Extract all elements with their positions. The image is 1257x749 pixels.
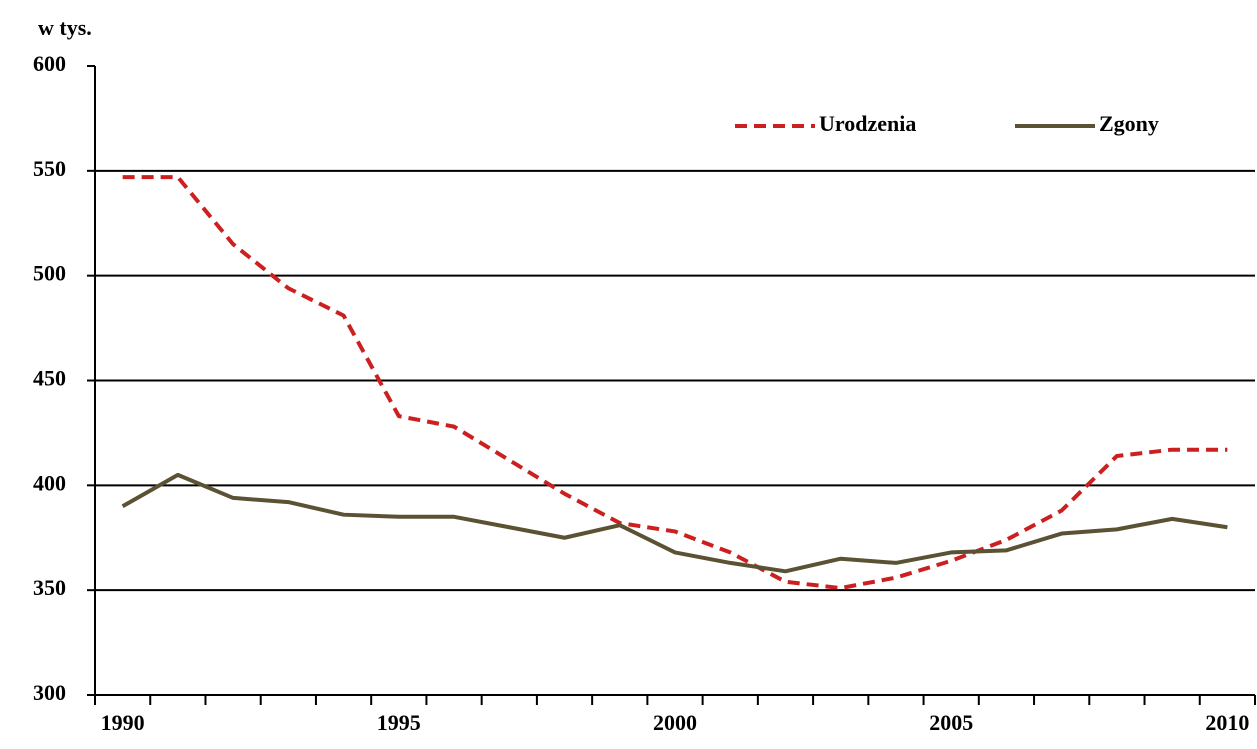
x-tick-label: 2000	[653, 710, 697, 735]
y-tick-label: 550	[33, 156, 66, 181]
x-tick-label: 2010	[1205, 710, 1249, 735]
series-line	[122, 175, 1228, 591]
x-tick-label: 2005	[929, 710, 973, 735]
series-line	[121, 472, 1228, 574]
y-tick-label: 400	[33, 470, 66, 495]
y-tick-label: 350	[33, 575, 66, 600]
x-tick-label: 1995	[377, 710, 421, 735]
y-tick-label: 450	[33, 366, 66, 391]
y-tick-label: 600	[33, 51, 66, 76]
legend-label: Zgony	[1099, 111, 1159, 136]
y-tick-label: 300	[33, 680, 66, 705]
y-axis-label: w tys.	[38, 15, 92, 40]
legend-label: Urodzenia	[819, 111, 916, 136]
y-tick-label: 500	[33, 261, 66, 286]
x-tick-label: 1990	[101, 710, 145, 735]
